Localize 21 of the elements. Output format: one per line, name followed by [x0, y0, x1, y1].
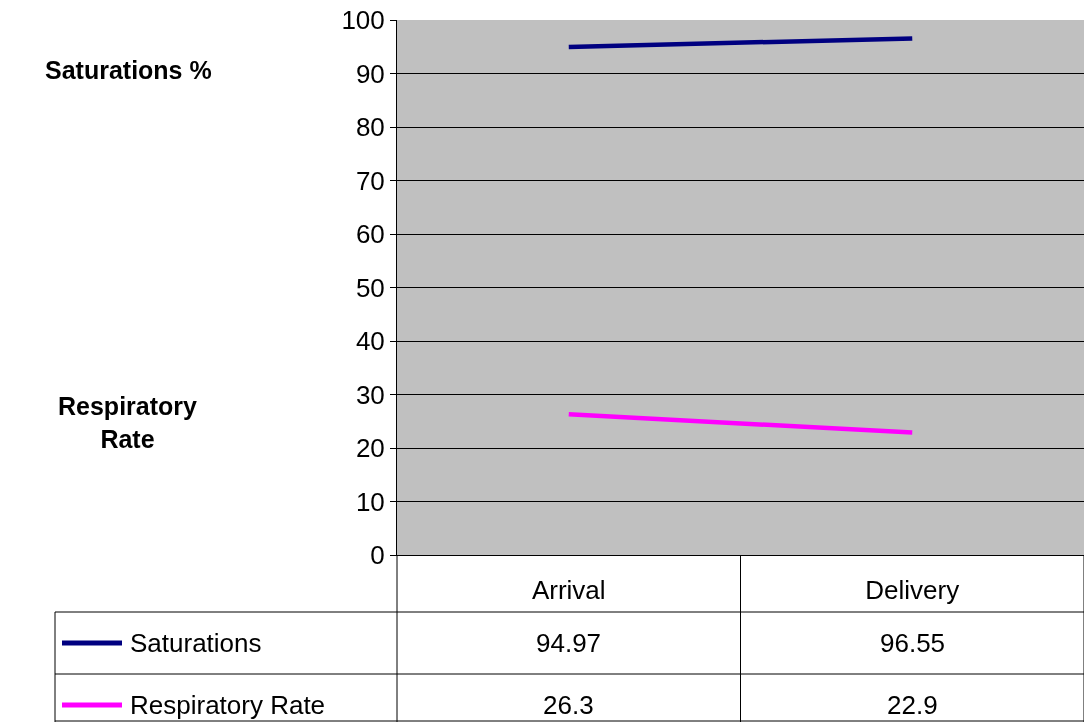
y-tick-label: 50 — [355, 272, 385, 303]
y-tick-label: 90 — [355, 58, 385, 89]
y-tick-label: 80 — [355, 112, 385, 143]
text: Saturations % — [45, 56, 212, 84]
text: Respiratory Rate — [58, 392, 198, 453]
y-tick-label: 70 — [355, 165, 385, 196]
y-tick-label: 30 — [355, 379, 385, 410]
x-tick-label: Delivery — [865, 575, 960, 606]
data-label: 96.55 — [880, 628, 946, 658]
legend-label: Saturations — [130, 628, 262, 658]
x-tick-label: Arrival — [531, 575, 606, 606]
y-tick-label: 0 — [370, 540, 385, 571]
legend-label: Respiratory Rate — [130, 690, 326, 720]
data-label: 26.3 — [543, 690, 594, 720]
y-tick-label: 10 — [355, 486, 385, 517]
y-tick-label: 20 — [355, 433, 385, 464]
y-tick-label: 100 — [341, 5, 385, 36]
y-tick-label: 60 — [355, 219, 385, 250]
y-tick-label: 40 — [355, 326, 385, 357]
data-label: 22.9 — [887, 690, 938, 720]
data-label: 94.97 — [536, 628, 602, 658]
